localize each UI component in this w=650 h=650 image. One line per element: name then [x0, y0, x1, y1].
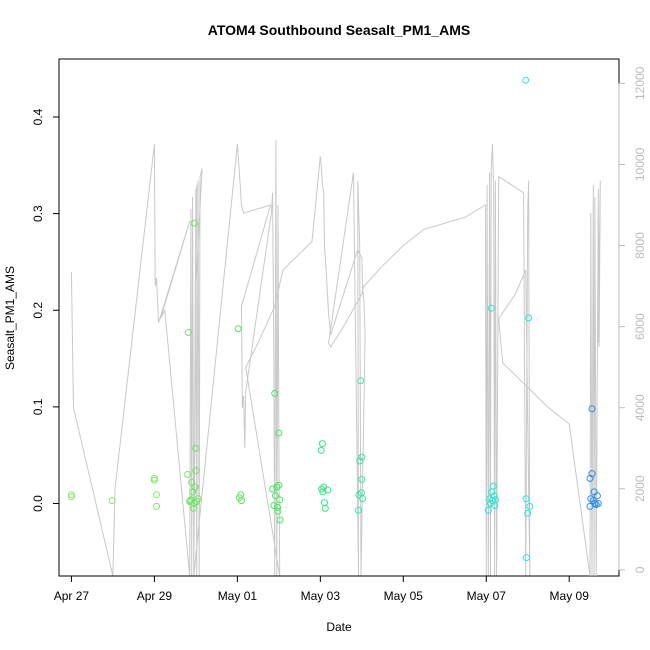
data-point: [275, 481, 283, 489]
y2-tick-label: 6000: [633, 313, 647, 340]
y2-tick-label: 2000: [633, 475, 647, 502]
data-point: [523, 554, 530, 562]
x-axis-label: Date: [326, 620, 352, 634]
data-point: [526, 502, 534, 510]
data-point: [273, 483, 281, 491]
y-axis-label: Seasalt_PM1_AMS: [3, 266, 17, 370]
plot-frame: [58, 58, 620, 577]
altitude-line: [70, 140, 601, 577]
data-point: [359, 495, 367, 503]
data-point: [67, 491, 75, 499]
y-tick-label: 0.3: [31, 205, 45, 222]
data-point: [355, 506, 362, 514]
y2-axis: 0 2000 4000 6000 8000 10000 12000: [618, 66, 647, 573]
data-points-layer: [67, 76, 602, 562]
data-point: [588, 405, 596, 413]
data-point: [358, 453, 366, 461]
data-point: [318, 440, 326, 448]
y2-tick-label: 0: [633, 566, 647, 573]
data-point: [67, 493, 75, 501]
y-tick-label: 0.1: [31, 398, 45, 415]
data-point: [186, 497, 194, 505]
data-point: [356, 457, 364, 465]
data-point: [487, 304, 495, 312]
x-tick-label: May 05: [384, 589, 424, 603]
data-point: [190, 219, 198, 227]
x-tick-label: May 03: [301, 589, 341, 603]
data-point: [194, 495, 202, 503]
data-point: [274, 507, 282, 515]
data-point: [321, 504, 329, 512]
data-point: [321, 499, 328, 507]
y2-tick-label: 8000: [633, 232, 647, 259]
y-axis: 0.0 0.1 0.2 0.3 0.4: [31, 108, 60, 512]
data-point: [317, 446, 325, 454]
data-point: [153, 502, 160, 510]
data-point: [484, 506, 492, 514]
y2-tick-label: 12000: [633, 66, 647, 100]
altitude-line-layer: [70, 140, 601, 577]
data-point: [586, 502, 594, 510]
data-point: [269, 485, 277, 493]
x-tick-label: Apr 27: [54, 589, 90, 603]
data-point: [153, 491, 160, 499]
data-point: [491, 496, 499, 504]
data-point: [274, 503, 282, 511]
data-point: [270, 502, 278, 509]
data-point: [150, 476, 158, 484]
x-axis: Apr 27 Apr 29 May 01 May 03 May 05 May 07 May …: [54, 575, 590, 603]
data-point: [192, 467, 200, 475]
data-point: [593, 492, 601, 500]
data-point: [272, 492, 279, 500]
data-point: [184, 471, 192, 478]
y-tick-label: 0.2: [31, 302, 45, 319]
data-point: [234, 325, 242, 333]
x-tick-label: Apr 29: [137, 589, 173, 603]
x-tick-label: May 07: [467, 589, 507, 603]
data-point: [238, 497, 245, 505]
data-point: [276, 496, 284, 504]
data-point: [150, 474, 158, 482]
data-point: [522, 76, 530, 84]
data-point: [490, 492, 498, 500]
data-point: [489, 482, 497, 490]
data-point: [358, 475, 366, 483]
x-tick-label: May 01: [218, 589, 258, 603]
y2-tick-label: 10000: [633, 147, 647, 181]
data-point: [192, 444, 200, 452]
y-tick-label: 0.4: [31, 108, 45, 125]
x-tick-label: May 09: [550, 589, 590, 603]
data-point: [276, 516, 284, 524]
data-point: [191, 483, 199, 491]
data-point: [594, 500, 602, 507]
chart-title: ATOM4 Southbound Seasalt_PM1_AMS: [208, 22, 470, 38]
data-point: [271, 389, 279, 397]
data-point: [324, 486, 332, 494]
data-point: [188, 478, 196, 486]
data-point: [189, 504, 197, 512]
y2-tick-label: 4000: [633, 394, 647, 421]
y-tick-label: 0.0: [31, 495, 45, 512]
data-point: [525, 314, 533, 322]
data-point: [275, 429, 283, 437]
data-point: [524, 509, 532, 517]
data-point: [357, 377, 365, 385]
data-point: [184, 329, 192, 336]
data-point: [588, 470, 596, 478]
data-point: [108, 497, 116, 505]
data-point: [522, 495, 530, 503]
